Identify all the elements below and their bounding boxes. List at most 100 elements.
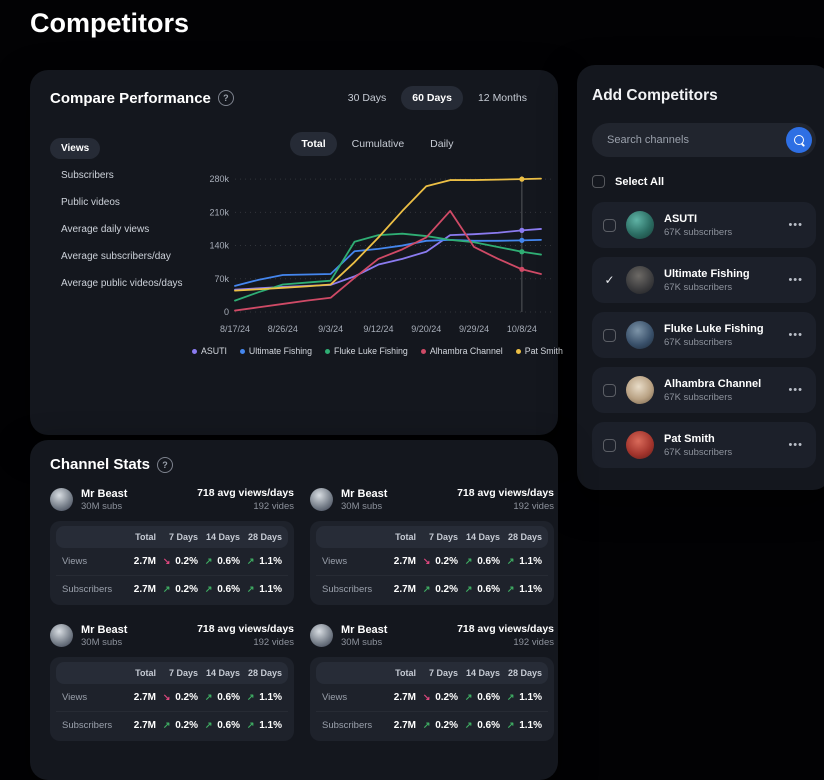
legend-dot-icon: [515, 348, 521, 354]
stat-change-cell: ↗ 1.1%: [506, 584, 542, 595]
metric-tab-average-daily-views[interactable]: Average daily views: [61, 224, 150, 235]
stat-card-header: Mr Beast 30M subs 718 avg views/days 192…: [310, 487, 554, 512]
x-axis-label: 8/17/24: [220, 324, 250, 334]
stat-table-row: Views 2.7M ↘ 0.2% ↗ 0.6% ↗ 1.1%: [316, 548, 548, 575]
stat-change-cell: ↗ 0.6%: [464, 584, 500, 595]
page-title: Competitors: [30, 8, 190, 38]
stat-table-header-row: Total 7 Days 14 Days 28 Days: [56, 662, 288, 684]
metric-tab-subscribers[interactable]: Subscribers: [61, 170, 114, 181]
stat-table-row: Views 2.7M ↘ 0.2% ↗ 0.6% ↗ 1.1%: [56, 548, 288, 575]
x-axis-label: 9/3/24: [319, 324, 344, 334]
search-input[interactable]: [592, 134, 816, 146]
add-competitors-panel: Add Competitors Select All ASUTI 67K sub…: [577, 65, 824, 490]
y-axis-label: 280k: [210, 174, 230, 184]
channel-search: [592, 123, 816, 157]
channel-stats-card: Mr Beast 30M subs 718 avg views/days 192…: [310, 487, 554, 605]
select-all-checkbox[interactable]: [592, 175, 605, 188]
stat-row-label: Subscribers: [62, 720, 113, 731]
channel-row-ultimate-fishing[interactable]: ✓ Ultimate Fishing 67K subscribers •••: [592, 257, 816, 303]
channel-checkbox[interactable]: [603, 328, 616, 342]
mode-tab-total[interactable]: Total: [290, 132, 337, 156]
channel-subs: 30M subs: [341, 500, 383, 512]
series-line-fluke-luke-fishing: [234, 232, 543, 302]
more-menu-icon[interactable]: •••: [788, 329, 803, 341]
video-count: 192 vides: [513, 501, 554, 512]
trend-up-icon: ↗: [204, 720, 213, 730]
stat-change-cell: ↗ 0.6%: [464, 692, 500, 703]
channel-checkbox[interactable]: [603, 218, 616, 232]
select-all-row[interactable]: Select All: [592, 175, 816, 188]
legend-label: ASUTI: [201, 346, 227, 356]
legend-item-alhambra-channel: Alhambra Channel: [420, 346, 503, 356]
channel-row-pat-smith[interactable]: Pat Smith 67K subscribers •••: [592, 422, 816, 468]
performance-line-chart: 0 70k 140k 210k 280k 8/17/24 8/26/24 9/3/24 9/12…: [210, 174, 552, 334]
metric-tab-views[interactable]: Views: [50, 138, 101, 159]
trend-up-icon: ↗: [204, 692, 213, 702]
stat-table: Total 7 Days 14 Days 28 Days Views 2.7M ↘ 0…: [310, 657, 554, 741]
channel-stats-title: Channel Stats ?: [50, 456, 538, 473]
more-menu-icon[interactable]: •••: [788, 274, 803, 286]
video-count: 192 vides: [253, 637, 294, 648]
mode-tab-daily[interactable]: Daily: [430, 138, 454, 150]
channel-name: Alhambra Channel: [664, 377, 762, 390]
stat-change-cell: ↗ 0.6%: [464, 556, 500, 567]
channel-meta: ASUTI 67K subscribers: [664, 213, 776, 238]
stat-col-header: Total: [135, 668, 156, 678]
stat-col-header: 14 Days: [205, 532, 240, 542]
stat-change-cell: ↗ 0.6%: [204, 556, 240, 567]
more-menu-icon[interactable]: •••: [788, 384, 803, 396]
stat-total-value: 2.7M: [133, 720, 156, 731]
stat-change-cell: ↗ 0.6%: [204, 720, 240, 731]
channel-subscribers: 67K subscribers: [664, 391, 733, 403]
channel-name: Fluke Luke Fishing: [664, 322, 764, 335]
video-count: 192 vides: [513, 637, 554, 648]
avg-views-per-day: 718 avg views/days: [197, 623, 294, 635]
channel-row-alhambra-channel[interactable]: Alhambra Channel 67K subscribers •••: [592, 367, 816, 413]
channel-checkbox[interactable]: [603, 383, 616, 397]
search-button[interactable]: [786, 127, 812, 153]
x-axis-label: 9/29/24: [459, 324, 489, 334]
channel-subs: 30M subs: [81, 500, 123, 512]
chart-column: Total Cumulative Daily 0 70k 140k 210k 280k 8/1…: [192, 132, 563, 356]
stat-row-label: Views: [62, 692, 88, 703]
stat-col-header: 28 Days: [507, 532, 542, 542]
legend-item-pat-smith: Pat Smith: [515, 346, 563, 356]
more-menu-icon[interactable]: •••: [788, 439, 803, 451]
trend-down-icon: ↘: [422, 556, 431, 566]
channel-checkbox-checked[interactable]: ✓: [604, 272, 615, 287]
stat-col-header: 28 Days: [247, 532, 282, 542]
help-icon[interactable]: ?: [157, 456, 174, 473]
stat-change-cell: ↗ 0.2%: [422, 720, 458, 731]
channel-avatar: [310, 488, 333, 511]
stat-card-channel: Mr Beast 30M subs: [81, 488, 127, 512]
stat-total-value: 2.7M: [393, 556, 416, 567]
stat-change-cell: ↘ 0.2%: [162, 692, 198, 703]
trend-up-icon: ↗: [422, 720, 431, 730]
range-tab-30-days[interactable]: 30 Days: [347, 92, 387, 104]
metric-tab-public-videos[interactable]: Public videos: [61, 197, 120, 208]
channel-meta: Fluke Luke Fishing 67K subscribers: [664, 323, 776, 348]
channel-row-fluke-luke-fishing[interactable]: Fluke Luke Fishing 67K subscribers •••: [592, 312, 816, 358]
stat-change-cell: ↗ 0.6%: [204, 584, 240, 595]
stat-col-header: 7 Days: [168, 532, 198, 542]
help-icon[interactable]: ?: [217, 90, 234, 106]
channel-checkbox[interactable]: [603, 438, 616, 452]
stat-change-cell: ↗ 1.1%: [506, 692, 542, 703]
channel-stats-card: Mr Beast 30M subs 718 avg views/days 192…: [310, 623, 554, 741]
stat-row-label: Views: [62, 556, 88, 567]
channel-avatar: [626, 376, 654, 404]
stat-total-value: 2.7M: [393, 692, 416, 703]
mode-tab-cumulative[interactable]: Cumulative: [351, 138, 405, 150]
channel-row-asuti[interactable]: ASUTI 67K subscribers •••: [592, 202, 816, 248]
range-tab-60-days[interactable]: 60 Days: [401, 86, 463, 110]
metric-tab-average-public-videos-days[interactable]: Average public videos/days: [61, 278, 183, 289]
more-menu-icon[interactable]: •••: [788, 219, 803, 231]
trend-up-icon: ↗: [162, 720, 171, 730]
stat-col-header: 14 Days: [465, 668, 500, 678]
range-tab-12-months[interactable]: 12 Months: [477, 92, 527, 104]
channel-name: Mr Beast: [341, 623, 388, 636]
stat-change-cell: ↗ 1.1%: [246, 584, 282, 595]
trend-up-icon: ↗: [464, 584, 473, 594]
stat-table: Total 7 Days 14 Days 28 Days Views 2.7M ↘ 0…: [50, 521, 294, 605]
metric-tab-average-subscribers-day[interactable]: Average subscribers/day: [61, 251, 171, 262]
